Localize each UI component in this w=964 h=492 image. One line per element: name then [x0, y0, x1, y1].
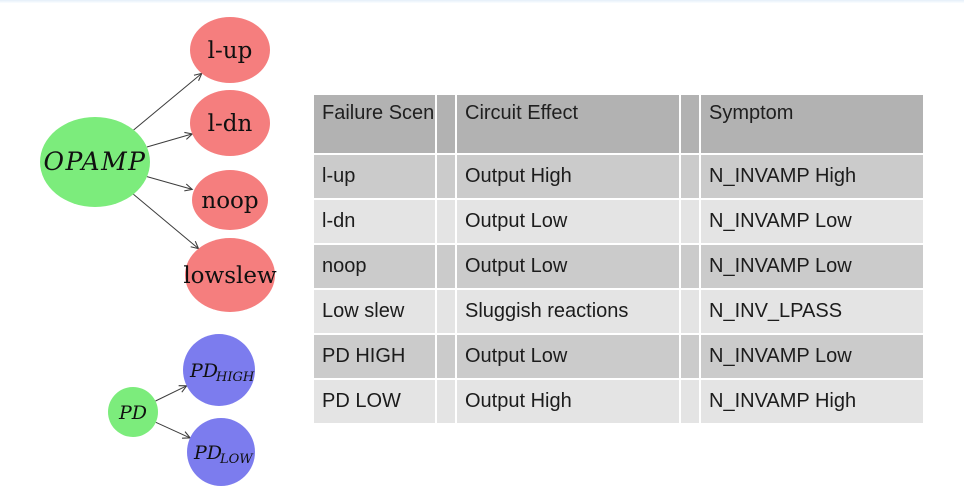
table-cell-symptom: N_INV_LPASS	[701, 290, 923, 333]
edge-opamp-lowslew	[133, 193, 200, 250]
fault-tree-diagram: OPAMP l-up l-dn noop lowslew PD PD HIGH …	[40, 17, 277, 486]
table-cell-spacer	[437, 245, 455, 288]
pd-node	[108, 387, 158, 437]
noop-node-label: noop	[201, 188, 258, 214]
table-header-scenario: Failure Scenario	[314, 95, 435, 153]
table-cell-spacer	[437, 155, 455, 198]
top-edge-strip	[0, 0, 964, 3]
table-cell-scenario: l-dn	[314, 200, 435, 243]
table-cell-symptom: N_INVAMP Low	[701, 245, 923, 288]
ldn-node	[190, 90, 270, 156]
table-cell-spacer	[681, 290, 699, 333]
table-cell-spacer	[681, 155, 699, 198]
table-cell-spacer	[437, 290, 455, 333]
table-header-spacer	[437, 95, 455, 153]
edge-opamp-lup	[133, 72, 203, 131]
table-cell-spacer	[681, 245, 699, 288]
lowslew-node-label: lowslew	[183, 263, 277, 289]
table-cell-spacer	[681, 335, 699, 378]
table-cell-effect: Output High	[457, 155, 679, 198]
table-cell-spacer	[681, 200, 699, 243]
edge-pd-pdhigh	[155, 385, 188, 402]
opamp-node-label: OPAMP	[44, 147, 147, 176]
edge-opamp-noop	[146, 176, 194, 192]
table-cell-symptom: N_INVAMP Low	[701, 200, 923, 243]
table-cell-scenario: PD HIGH	[314, 335, 435, 378]
edge-opamp-ldn	[146, 131, 194, 148]
table-cell-symptom: N_INVAMP High	[701, 155, 923, 198]
table-cell-effect: Output Low	[457, 200, 679, 243]
pdhigh-node	[183, 334, 255, 406]
lowslew-node	[185, 238, 275, 312]
lup-node	[190, 17, 270, 83]
opamp-node	[40, 117, 150, 207]
pdhigh-node-label-sub: HIGH	[215, 370, 255, 385]
table-cell-effect: Output High	[457, 380, 679, 423]
table-header-symptom: Symptom	[701, 95, 923, 153]
failure-table: Failure Scenario Circuit Effect Symptom …	[314, 95, 923, 423]
table-cell-spacer	[437, 380, 455, 423]
table-cell-effect: Sluggish reactions	[457, 290, 679, 333]
lup-node-label: l-up	[208, 38, 253, 64]
pd-node-label: PD	[118, 402, 147, 424]
table-cell-symptom: N_INVAMP High	[701, 380, 923, 423]
edge-pd-pdlow	[155, 421, 192, 439]
pdhigh-node-label-base: PD	[189, 360, 218, 382]
table-header-spacer	[681, 95, 699, 153]
table-cell-effect: Output Low	[457, 245, 679, 288]
ldn-node-label: l-dn	[208, 111, 253, 137]
table-cell-scenario: l-up	[314, 155, 435, 198]
table-cell-effect: Output Low	[457, 335, 679, 378]
table-cell-scenario: noop	[314, 245, 435, 288]
table-header-effect: Circuit Effect	[457, 95, 679, 153]
table-cell-spacer	[681, 380, 699, 423]
table-cell-spacer	[437, 200, 455, 243]
pdlow-node-label-sub: LOW	[219, 452, 254, 467]
noop-node	[192, 170, 268, 230]
table-cell-scenario: PD LOW	[314, 380, 435, 423]
table-cell-spacer	[437, 335, 455, 378]
pdlow-node	[187, 418, 255, 486]
pdlow-node-label-base: PD	[193, 442, 222, 464]
table-cell-scenario: Low slew	[314, 290, 435, 333]
table-cell-symptom: N_INVAMP Low	[701, 335, 923, 378]
